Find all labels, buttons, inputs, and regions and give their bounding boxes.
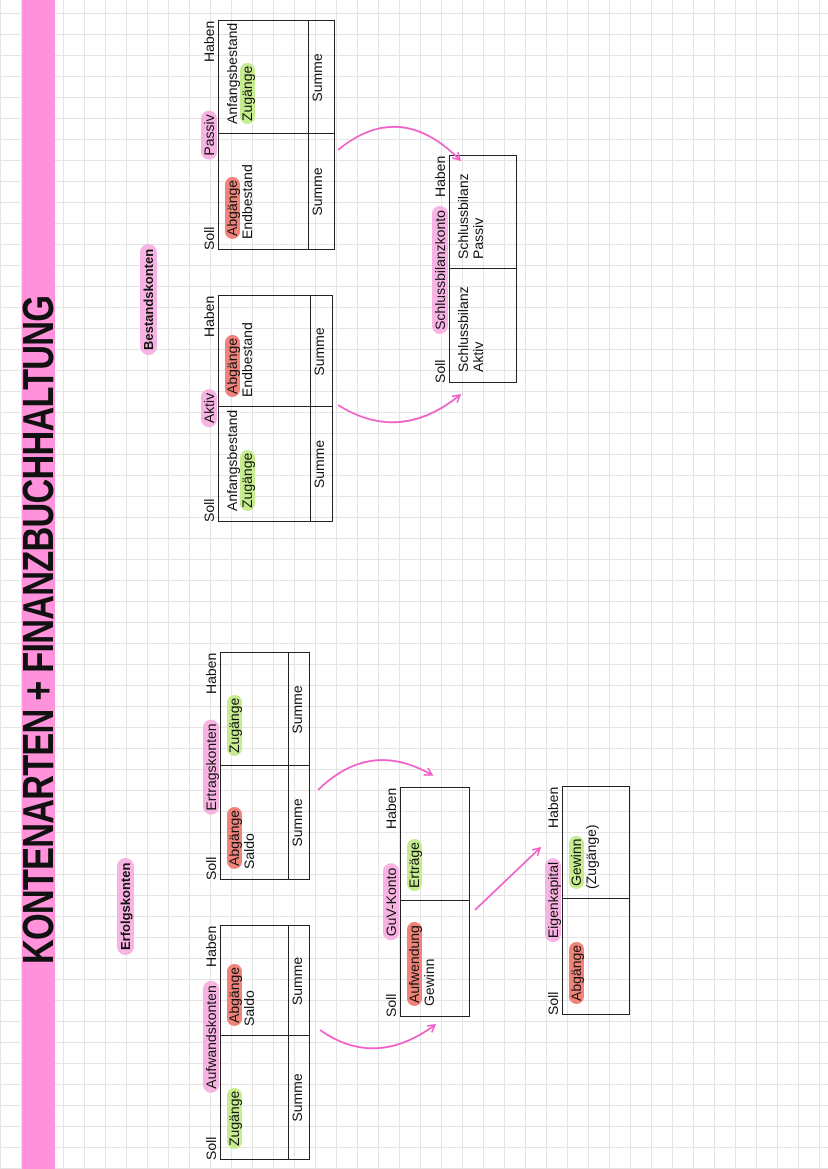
arrow-ertrag-to-guv [317, 759, 434, 791]
arrow-aufwand-to-guv [319, 1024, 437, 1050]
arrow-passiv-to-schlussbilanz [337, 125, 462, 162]
arrow-guv-to-eigenkapital [474, 846, 542, 911]
arrow-aktiv-to-schlussbilanz [337, 393, 462, 424]
